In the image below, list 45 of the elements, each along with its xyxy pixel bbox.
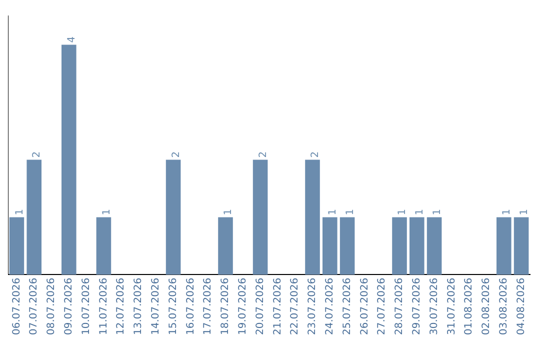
x-tick-label: 29.07.2026 xyxy=(411,278,422,336)
x-tick-label: 10.07.2026 xyxy=(80,278,92,336)
data-label: 2 xyxy=(258,151,269,158)
x-tick-label: 07.07.2026 xyxy=(28,278,40,336)
data-label: 1 xyxy=(344,208,356,216)
data-label: 1 xyxy=(518,208,530,216)
data-label: 1 xyxy=(327,208,338,216)
data-label: 1 xyxy=(432,208,443,216)
data-label: 1 xyxy=(414,208,426,216)
data-label: 1 xyxy=(101,208,112,216)
x-tick-label: 13.07.2026 xyxy=(133,278,144,336)
x-tick-label: 06.07.2026 xyxy=(11,278,22,336)
x-tick-label: 08.07.2026 xyxy=(46,278,58,336)
x-tick-label: 20.07.2026 xyxy=(254,278,266,336)
x-tick-label: 21.07.2026 xyxy=(272,278,284,336)
data-label: 2 xyxy=(170,151,182,158)
x-tick-label: 24.07.2026 xyxy=(324,278,336,336)
data-label: 1 xyxy=(223,208,234,216)
data-label: 2 xyxy=(32,151,43,158)
x-tick-label: 02.08.2026 xyxy=(481,278,492,336)
x-tick-label: 14.07.2026 xyxy=(150,278,162,336)
x-tick-label: 25.07.2026 xyxy=(342,278,353,336)
x-tick-label: 28.07.2026 xyxy=(394,278,406,336)
x-tick-label: 04.08.2026 xyxy=(516,278,527,336)
x-tick-label: 03.08.2026 xyxy=(498,278,510,336)
x-tick-label: 12.07.2026 xyxy=(116,278,127,336)
x-tick-label: 16.07.2026 xyxy=(185,278,196,336)
x-tick-label: 09.07.2026 xyxy=(63,278,74,336)
x-tick-label: 23.07.2026 xyxy=(307,278,318,336)
x-tick-label: 01.08.2026 xyxy=(464,278,475,336)
data-label: 2 xyxy=(310,151,322,158)
data-label: 4 xyxy=(66,36,78,43)
x-tick-label: 11.07.2026 xyxy=(98,278,110,336)
data-label: 1 xyxy=(501,208,512,216)
x-tick-label: 30.07.2026 xyxy=(428,278,440,336)
data-label: 1 xyxy=(397,208,408,216)
x-tick-label: 31.07.2026 xyxy=(446,278,458,336)
x-tick-label: 18.07.2026 xyxy=(220,278,232,336)
x-tick-label: 22.07.2026 xyxy=(290,278,301,336)
x-tick-label: 26.07.2026 xyxy=(359,278,370,336)
x-tick-label: 27.07.2026 xyxy=(376,278,388,336)
data-label: 1 xyxy=(14,208,26,216)
x-tick-label: 17.07.2026 xyxy=(202,278,214,336)
x-tick-label: 15.07.2026 xyxy=(168,278,179,336)
x-tick-label: 19.07.2026 xyxy=(237,278,248,336)
